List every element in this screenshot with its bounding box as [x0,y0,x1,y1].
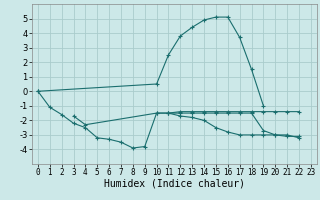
X-axis label: Humidex (Indice chaleur): Humidex (Indice chaleur) [104,179,245,189]
